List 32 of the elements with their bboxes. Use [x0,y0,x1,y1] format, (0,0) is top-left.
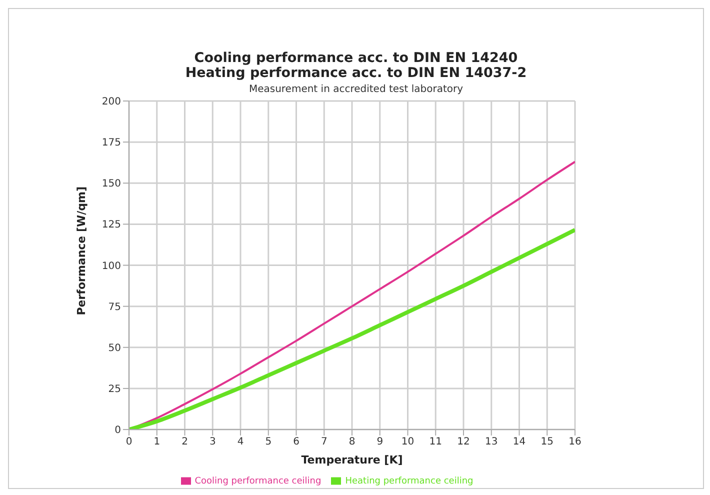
chart-subtitle: Measurement in accredited test laboratory [248,84,464,95]
x-axis-title: Temperature [K] [301,454,403,467]
x-tick-label: 6 [293,436,300,448]
x-tick-label: 3 [209,436,216,448]
x-tick-label: 11 [429,436,442,448]
y-tick-label: 175 [102,138,121,149]
legend-label: Heating performance ceiling [345,476,474,486]
y-tick-label: 50 [108,342,121,354]
y-tick-label: 200 [102,96,121,108]
y-tick-label: 100 [102,260,121,272]
y-tick-label: 75 [108,302,121,313]
legend-label: Cooling performance ceiling [194,476,322,486]
x-tick-label: 4 [237,436,244,448]
x-tick-label: 13 [485,436,498,448]
y-tick-label: 150 [102,178,121,190]
x-tick-label: 5 [265,436,272,448]
x-tick-label: 16 [568,436,582,448]
x-tick-label: 15 [540,436,554,448]
x-tick-label: 7 [320,436,328,448]
x-tick-label: 12 [457,436,470,448]
y-tick-label: 25 [108,384,121,396]
x-tick-label: 2 [182,436,188,448]
y-axis-title: Performance [W/qm] [74,186,88,316]
y-tick-label: 0 [114,425,121,436]
x-tick-label: 1 [154,436,160,448]
x-tick-label: 9 [376,436,384,448]
x-tick-label: 10 [401,436,414,448]
x-tick-label: 14 [512,436,526,448]
x-tick-label: 0 [126,436,132,448]
x-tick-label: 8 [348,436,356,448]
y-tick-label: 125 [102,220,121,231]
chart-title: Cooling performance acc. to DIN EN 14240 Heating performance acc. to DIN EN 14037-2 [184,50,528,81]
